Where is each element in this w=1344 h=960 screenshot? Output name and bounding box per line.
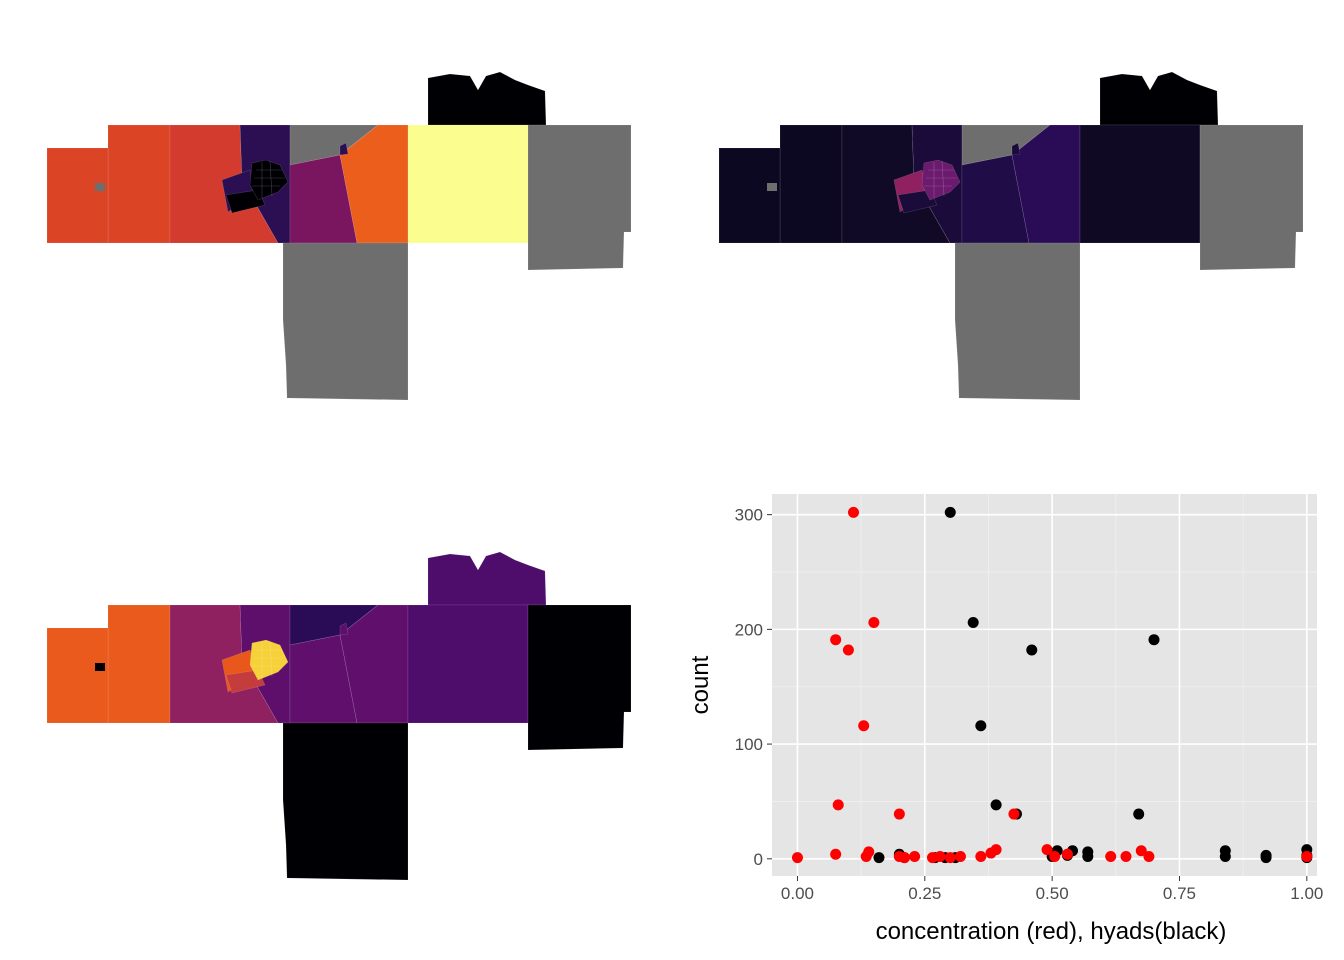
- region-south-county: [954, 242, 1081, 401]
- region-urban-core: [921, 159, 961, 201]
- point-concentration: [830, 848, 842, 860]
- y-tick-label: 0: [754, 850, 763, 869]
- point-concentration: [1049, 850, 1061, 862]
- x-tick-label: 0.50: [1036, 884, 1069, 903]
- point-hyads: [1082, 850, 1094, 862]
- point-hyads: [1026, 644, 1038, 656]
- scatter-chart: 0.00 0.25 0.50 0.75 1.00 0 100 200 300 concentr…: [687, 494, 1323, 945]
- point-concentration: [944, 852, 956, 864]
- point-hyads: [1133, 808, 1145, 820]
- point-concentration: [990, 844, 1002, 856]
- point-concentration: [1105, 850, 1117, 862]
- town-marker: [95, 183, 105, 191]
- data-points: [791, 506, 1313, 864]
- region-east-county: [1199, 124, 1304, 271]
- region-urban-core: [249, 159, 289, 201]
- point-concentration: [868, 616, 880, 628]
- y-axis-ticks: 0 100 200 300: [735, 506, 772, 869]
- point-hyads: [967, 616, 979, 628]
- region-center-purple: [339, 142, 349, 156]
- region-west-county: [46, 147, 109, 244]
- town-marker: [767, 183, 777, 191]
- grid-major: [772, 494, 1317, 876]
- region-urban-core: [249, 639, 289, 681]
- tract-lines: [252, 160, 285, 198]
- point-concentration: [1120, 850, 1132, 862]
- region-yellow-county: [1079, 124, 1201, 244]
- region-west-county: [718, 147, 781, 244]
- point-concentration: [832, 799, 844, 811]
- point-hyads: [944, 506, 956, 518]
- region-west-county: [46, 627, 109, 724]
- y-tick-label: 200: [735, 620, 763, 639]
- plot-panel: [772, 494, 1317, 876]
- point-concentration: [1008, 808, 1020, 820]
- x-tick-label: 0.00: [781, 884, 814, 903]
- point-concentration: [858, 720, 870, 732]
- region-center-purple: [339, 622, 349, 636]
- point-concentration: [847, 506, 859, 518]
- point-concentration: [1061, 848, 1073, 860]
- region-north-bump: [427, 551, 547, 606]
- region-east-county: [527, 604, 632, 751]
- region-west-notch: [107, 604, 171, 724]
- point-hyads: [1219, 850, 1231, 862]
- y-tick-label: 100: [735, 735, 763, 754]
- point-concentration: [898, 852, 910, 864]
- point-concentration: [1143, 850, 1155, 862]
- point-concentration: [1135, 845, 1147, 857]
- region-urban-sw: [897, 189, 938, 214]
- region-center-purple: [1011, 142, 1021, 156]
- map-top-right: [718, 71, 1304, 401]
- point-concentration: [1041, 844, 1053, 856]
- point-concentration: [893, 808, 905, 820]
- tract-lines: [924, 160, 957, 198]
- point-concentration: [842, 644, 854, 656]
- region-north-bump: [427, 71, 547, 126]
- region-yellow-county: [407, 604, 529, 724]
- x-tick-label: 0.75: [1163, 884, 1196, 903]
- point-concentration: [791, 852, 803, 864]
- x-axis-title: concentration (red), hyads(black): [876, 918, 1227, 945]
- region-west-notch: [107, 124, 171, 244]
- point-concentration: [1301, 850, 1313, 862]
- town-marker: [95, 663, 105, 671]
- point-concentration: [975, 850, 987, 862]
- point-hyads: [990, 799, 1002, 811]
- x-tick-label: 0.25: [908, 884, 941, 903]
- region-north-bump: [1099, 71, 1219, 126]
- region-yellow-county: [407, 124, 529, 244]
- y-axis-title: count: [687, 655, 714, 714]
- map-top-left: [46, 71, 632, 401]
- point-concentration: [934, 850, 946, 862]
- region-south-county: [282, 722, 409, 881]
- region-urban-sw: [225, 669, 266, 694]
- point-concentration: [909, 850, 921, 862]
- point-hyads: [873, 852, 885, 864]
- x-tick-label: 1.00: [1290, 884, 1323, 903]
- tract-lines: [252, 640, 285, 678]
- region-south-county: [282, 242, 409, 401]
- map-bottom-left: [46, 551, 632, 881]
- point-concentration: [863, 846, 875, 858]
- point-concentration: [954, 850, 966, 862]
- region-urban-sw: [225, 189, 266, 214]
- grid-minor: [772, 494, 1317, 876]
- point-hyads: [1260, 852, 1272, 864]
- point-hyads: [975, 720, 987, 732]
- region-west-notch: [779, 124, 843, 244]
- point-concentration: [830, 634, 842, 646]
- y-tick-label: 300: [735, 506, 763, 525]
- x-axis-ticks: 0.00 0.25 0.50 0.75 1.00: [781, 876, 1323, 903]
- point-hyads: [1148, 634, 1160, 646]
- region-east-county: [527, 124, 632, 271]
